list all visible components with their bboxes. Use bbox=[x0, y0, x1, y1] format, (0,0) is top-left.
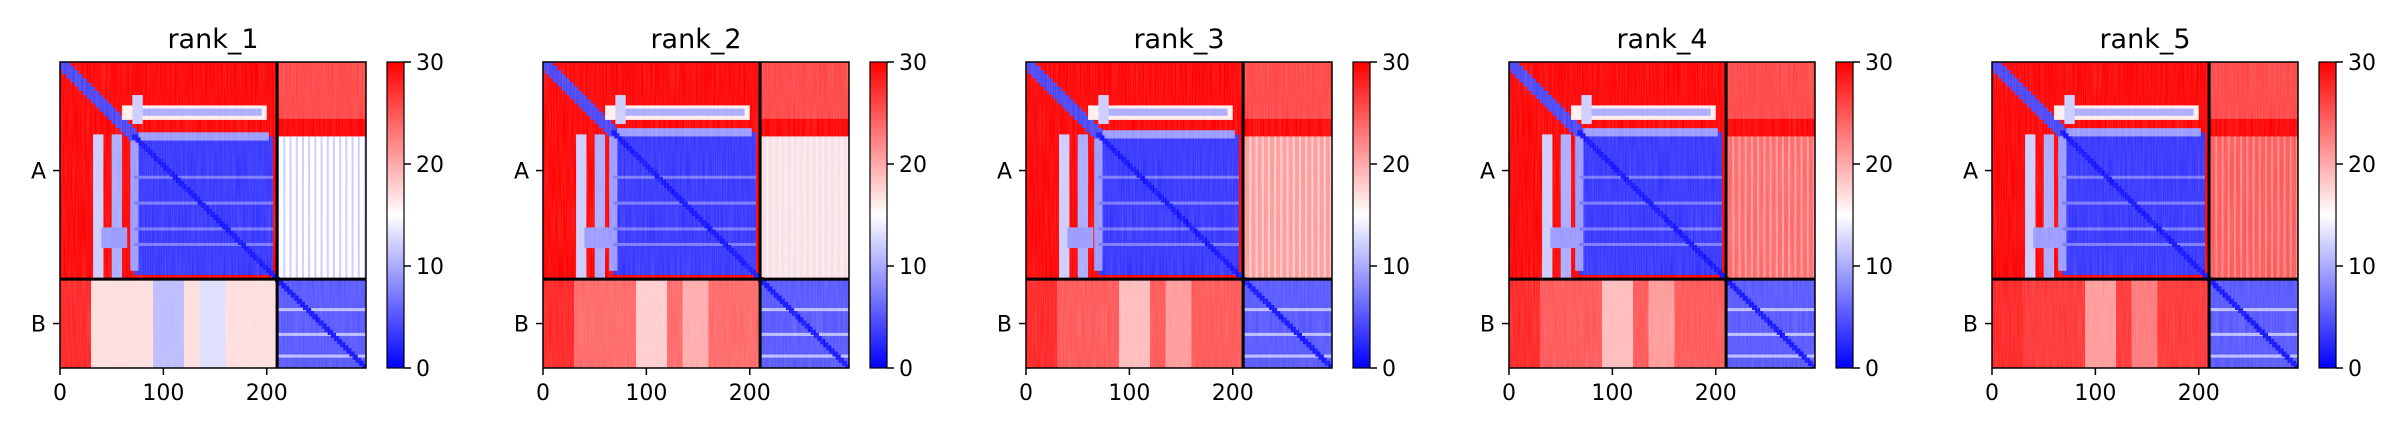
colorbar-tick-label: 0 bbox=[1382, 357, 1396, 382]
colorbar-tick-label: 0 bbox=[1865, 357, 1879, 382]
colorbar-tick-label: 0 bbox=[416, 357, 430, 382]
x-tick-label: 100 bbox=[2074, 381, 2116, 406]
texture bbox=[1026, 62, 1332, 368]
x-tick-label: 100 bbox=[625, 381, 667, 406]
chain-label: B bbox=[997, 313, 1012, 338]
colorbar-tick-label: 10 bbox=[2348, 255, 2376, 280]
texture bbox=[1509, 62, 1815, 368]
x-tick-label: 200 bbox=[729, 381, 771, 406]
chain-label: B bbox=[1963, 313, 1978, 338]
colorbar bbox=[386, 61, 405, 369]
colorbar-tick-label: 30 bbox=[1865, 51, 1893, 76]
colorbar-tick-label: 10 bbox=[1382, 255, 1410, 280]
colorbar bbox=[869, 61, 888, 369]
colorbar-tick-label: 30 bbox=[899, 51, 927, 76]
chain-label: A bbox=[1963, 160, 1978, 185]
texture bbox=[60, 62, 366, 368]
colorbar-tick-label: 20 bbox=[1382, 153, 1410, 178]
chart-title: rank_4 bbox=[1616, 24, 1707, 55]
heatmap-cells bbox=[1026, 62, 1332, 368]
colorbar-tick-label: 30 bbox=[1382, 51, 1410, 76]
x-tick-label: 100 bbox=[1108, 381, 1150, 406]
heatmap-cells bbox=[60, 62, 366, 368]
chain-label: B bbox=[31, 313, 46, 338]
colorbar-tick-label: 30 bbox=[416, 51, 444, 76]
heatmap-panel-5: rank_5 0 100 200 A B 0 10 20 30 bbox=[1963, 24, 2376, 406]
colorbar bbox=[2318, 61, 2337, 369]
colorbar-tick-label: 10 bbox=[899, 255, 927, 280]
x-tick-label: 200 bbox=[2178, 381, 2220, 406]
texture bbox=[543, 62, 849, 368]
colorbar bbox=[1835, 61, 1854, 369]
colorbar-tick-label: 20 bbox=[416, 153, 444, 178]
axes-frame bbox=[59, 61, 367, 369]
colorbar-tick-label: 0 bbox=[2348, 357, 2362, 382]
x-tick-label: 200 bbox=[1695, 381, 1737, 406]
heatmap-panel-2: rank_2 0 100 200 A B 0 10 20 30 bbox=[514, 24, 927, 406]
texture bbox=[1992, 62, 2298, 368]
heatmap-cells bbox=[1509, 62, 1815, 368]
axes-frame bbox=[1508, 61, 1816, 369]
x-tick-label: 0 bbox=[53, 381, 67, 406]
axes-frame bbox=[1025, 61, 1333, 369]
heatmap-panel-1: rank_1 0 100 200 A B 0 10 20 30 bbox=[31, 24, 444, 406]
chain-label: A bbox=[31, 160, 46, 185]
colorbar-tick-label: 0 bbox=[899, 357, 913, 382]
chart-title: rank_5 bbox=[2099, 24, 2190, 55]
colorbar-tick-label: 10 bbox=[416, 255, 444, 280]
x-tick-label: 100 bbox=[142, 381, 184, 406]
x-tick-label: 0 bbox=[1985, 381, 1999, 406]
x-tick-label: 200 bbox=[246, 381, 288, 406]
x-tick-label: 200 bbox=[1212, 381, 1254, 406]
chart-title: rank_2 bbox=[650, 24, 741, 55]
chain-label: B bbox=[514, 313, 529, 338]
colorbar-tick-label: 30 bbox=[2348, 51, 2376, 76]
x-tick-label: 0 bbox=[1502, 381, 1516, 406]
heatmap-cells bbox=[1992, 62, 2298, 368]
colorbar-tick-label: 10 bbox=[1865, 255, 1893, 280]
colorbar bbox=[1352, 61, 1371, 369]
colorbar-tick-label: 20 bbox=[2348, 153, 2376, 178]
heatmap-cells bbox=[543, 62, 849, 368]
chart-title: rank_3 bbox=[1133, 24, 1224, 55]
chain-label: A bbox=[997, 160, 1012, 185]
chain-label: B bbox=[1480, 313, 1495, 338]
x-tick-label: 0 bbox=[1019, 381, 1033, 406]
x-tick-label: 100 bbox=[1591, 381, 1633, 406]
heatmap-panel-3: rank_3 0 100 200 A B 0 10 20 30 bbox=[997, 24, 1410, 406]
axes-frame bbox=[542, 61, 850, 369]
chart-title: rank_1 bbox=[167, 24, 258, 55]
x-tick-label: 0 bbox=[536, 381, 550, 406]
heatmap-panel-4: rank_4 0 100 200 A B 0 10 20 30 bbox=[1480, 24, 1893, 406]
colorbar-tick-label: 20 bbox=[1865, 153, 1893, 178]
axes-frame bbox=[1991, 61, 2299, 369]
colorbar-tick-label: 20 bbox=[899, 153, 927, 178]
chain-label: A bbox=[514, 160, 529, 185]
chain-label: A bbox=[1480, 160, 1495, 185]
